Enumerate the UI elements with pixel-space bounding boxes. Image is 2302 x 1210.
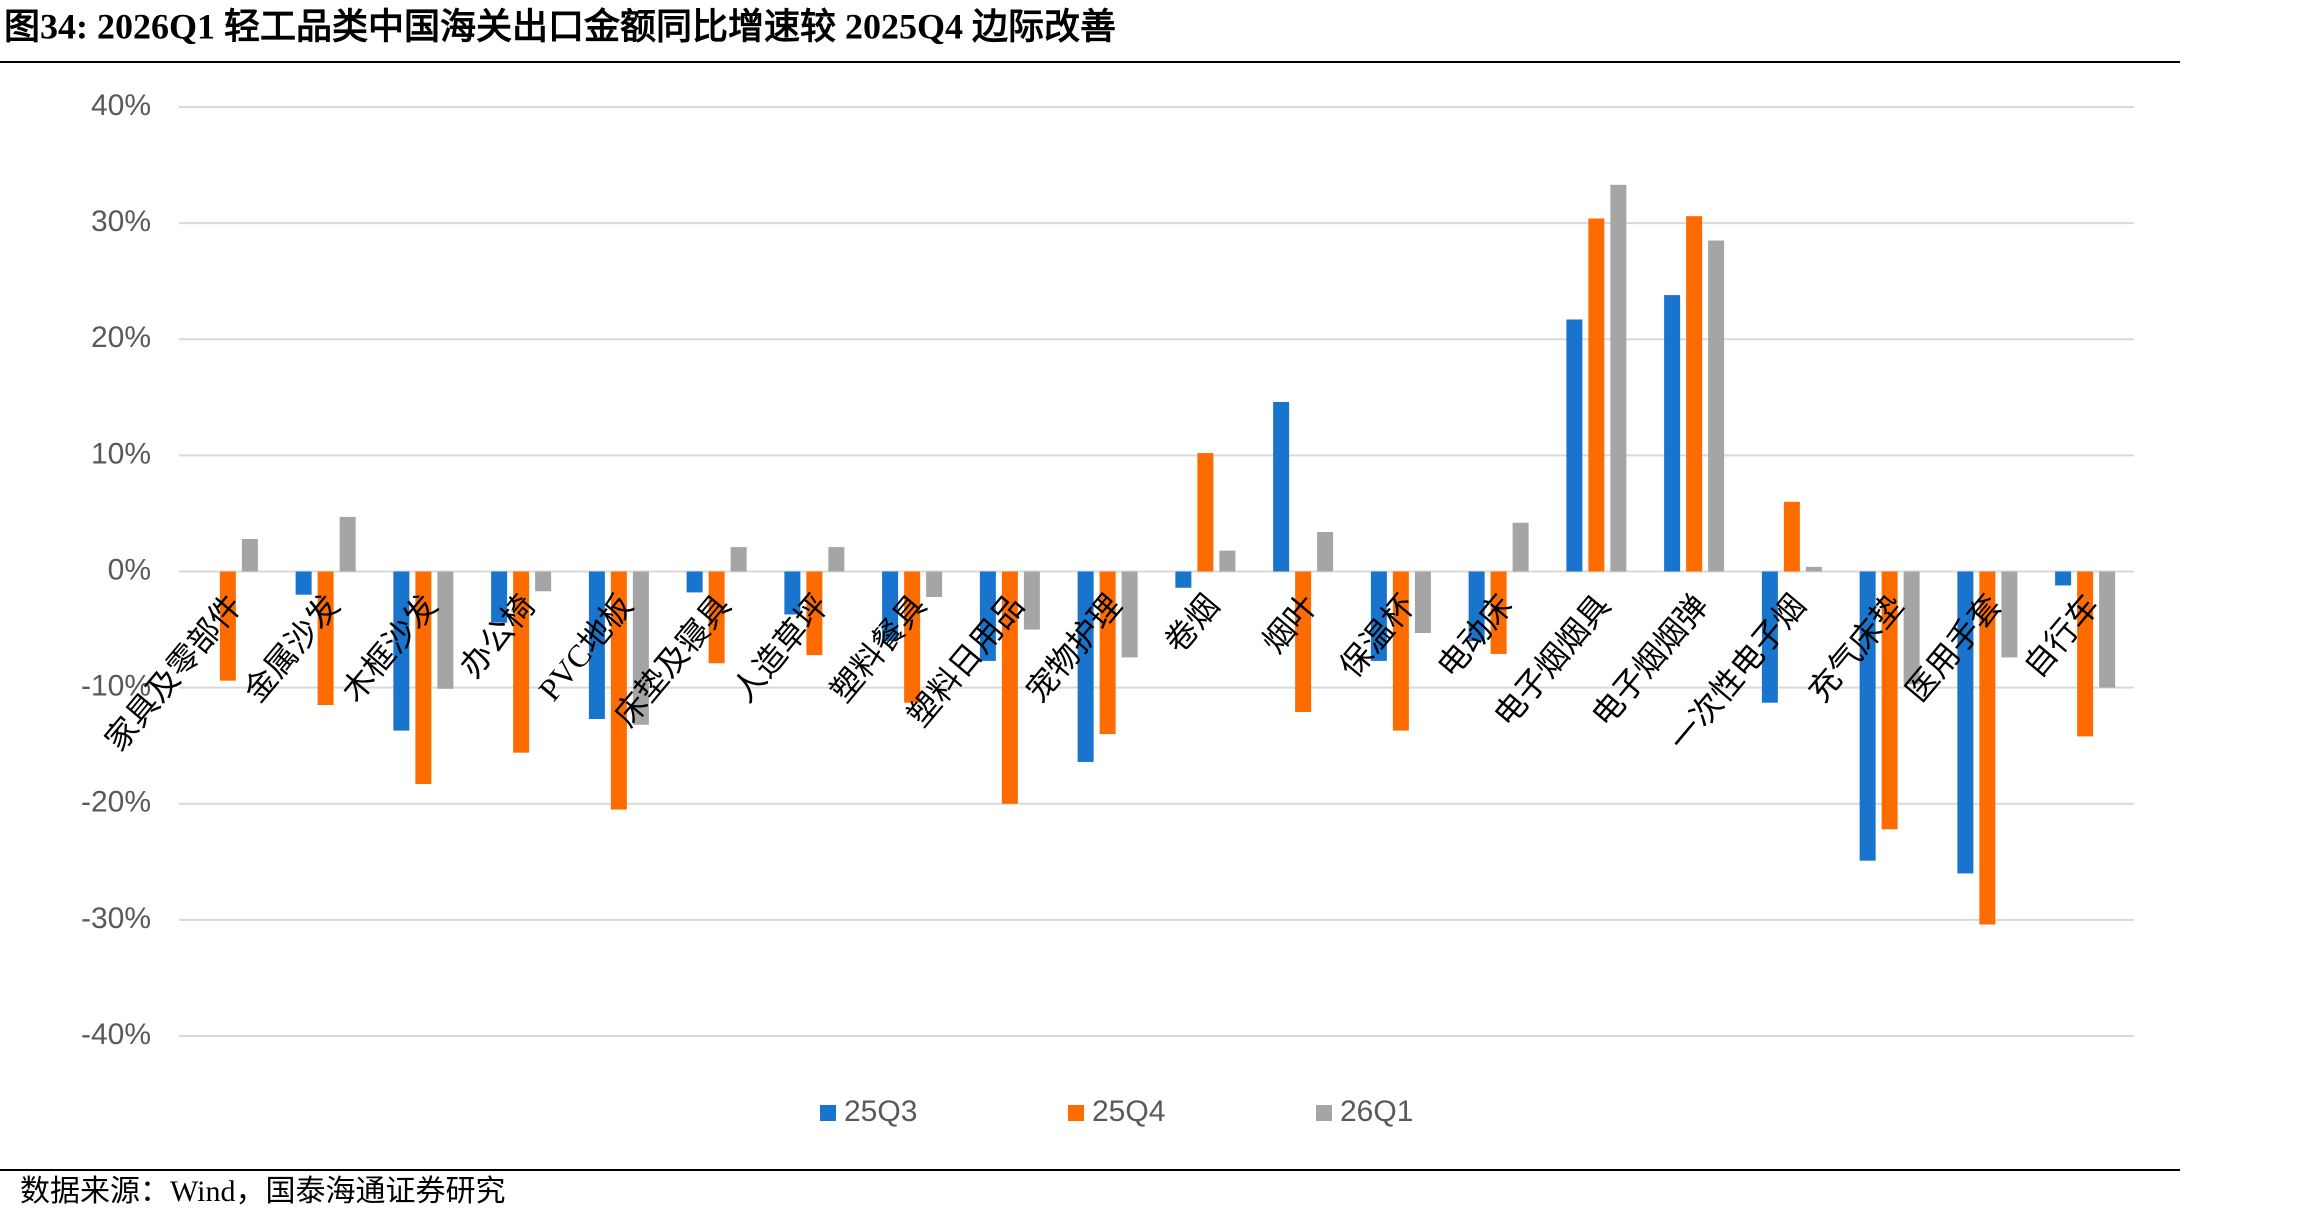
bar [535,571,552,592]
bar [1979,571,1996,925]
bar [1805,566,1822,572]
y-tick-label: 30% [91,205,151,238]
bar [1295,571,1312,713]
legend-swatch [1316,1105,1332,1121]
bar [904,571,921,703]
y-tick-label: -10% [81,670,151,703]
bar [686,571,703,593]
bar [1273,401,1290,572]
legend-label: 25Q3 [844,1095,917,1128]
bar [1001,571,1018,804]
bar [1219,550,1236,572]
bar [513,571,530,753]
bar [1881,571,1898,830]
bar [2099,571,2116,688]
bar [1317,532,1334,572]
y-tick-label: 40% [91,89,151,122]
y-tick-label: 0% [108,553,151,586]
bar [1099,571,1116,735]
bar [1490,571,1507,654]
bar [2055,571,2072,586]
chart-title: 图34: 2026Q1 轻工品类中国海关出口金额同比增速较 2025Q4 边际改… [4,5,1116,46]
bar [1121,571,1138,658]
bar [1761,571,1778,703]
bar [1023,571,1040,630]
bar [1664,295,1681,572]
bar [1708,240,1725,572]
bar [708,571,725,664]
legend-label: 26Q1 [1340,1095,1413,1128]
bar [2077,571,2094,737]
bar [1903,571,1920,685]
bar [339,516,356,572]
source: 数据来源：Wind，国泰海通证券研究 [20,1175,505,1208]
bar [1566,319,1583,572]
legend-label: 25Q4 [1092,1095,1165,1128]
bar [1175,571,1192,588]
bar [1588,218,1605,572]
y-tick-label: -20% [81,786,151,819]
bar [588,571,605,719]
bar [1414,571,1431,634]
legend-swatch [820,1105,836,1121]
bar [1197,453,1214,572]
bar [806,571,823,656]
bar [2001,571,2018,658]
y-tick-label: -30% [81,902,151,935]
legend-swatch [1068,1105,1084,1121]
bar [241,538,258,572]
bar [784,571,801,615]
bar [882,571,899,642]
bar [1077,571,1094,762]
bar [730,547,747,572]
bar [1859,571,1876,861]
bar [1610,184,1627,572]
bar [1512,522,1529,572]
x-tick-label: 卷烟 [1158,588,1227,660]
bar [1783,501,1800,572]
bar [317,571,334,706]
bar [979,571,996,661]
bar [1686,216,1703,572]
x-tick-label: 烟叶 [1255,588,1324,660]
bar [610,571,627,810]
bar [491,571,508,623]
bar [415,571,432,785]
bar [437,571,454,689]
bar [926,571,943,598]
bar [828,547,845,572]
y-tick-label: 10% [91,437,151,470]
bar [295,571,312,595]
y-tick-label: -40% [81,1018,151,1051]
bar [1957,571,1974,874]
bar [1468,571,1485,642]
bar [1370,571,1387,661]
bar [219,571,236,681]
y-tick-label: 20% [91,321,151,354]
bar [632,571,649,725]
bar [1392,571,1409,731]
bar [393,571,410,731]
